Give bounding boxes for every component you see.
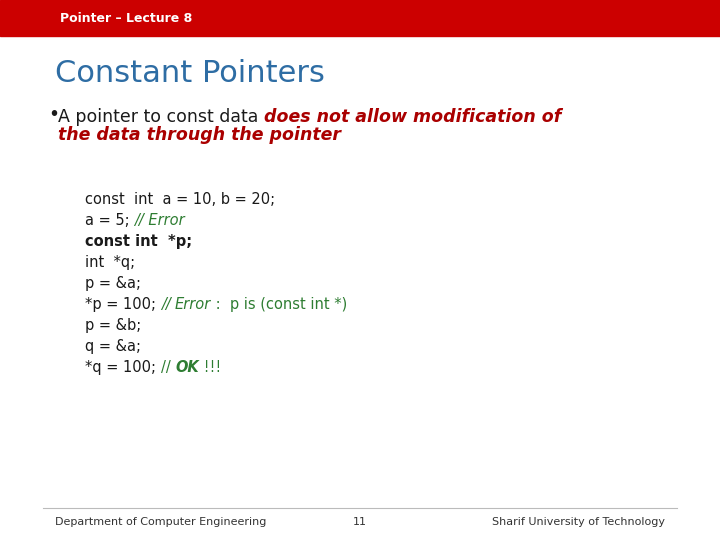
Text: // Error: // Error xyxy=(134,213,185,228)
Text: 11: 11 xyxy=(353,517,367,527)
Text: Pointer – Lecture 8: Pointer – Lecture 8 xyxy=(60,11,192,24)
Text: *p = 100;: *p = 100; xyxy=(85,297,161,312)
Text: const int  *p;: const int *p; xyxy=(85,234,192,249)
Text: the data through the pointer: the data through the pointer xyxy=(58,126,341,144)
Text: *q = 100;: *q = 100; xyxy=(85,360,161,375)
Text: Department of Computer Engineering: Department of Computer Engineering xyxy=(55,517,266,527)
Text: //: // xyxy=(161,360,175,375)
Text: does not allow modification of: does not allow modification of xyxy=(264,108,561,126)
Text: const  int  a = 10, b = 20;: const int a = 10, b = 20; xyxy=(85,192,275,207)
Text: p = &b;: p = &b; xyxy=(85,318,141,333)
Text: :  p is (const int *): : p is (const int *) xyxy=(211,297,348,312)
Text: Error: Error xyxy=(175,297,211,312)
Text: •: • xyxy=(48,105,59,124)
Text: A pointer to const data: A pointer to const data xyxy=(58,108,264,126)
Text: a = 5;: a = 5; xyxy=(85,213,134,228)
Text: OK: OK xyxy=(175,360,199,375)
Text: q = &a;: q = &a; xyxy=(85,339,141,354)
Text: !!!: !!! xyxy=(199,360,221,375)
Text: Sharif University of Technology: Sharif University of Technology xyxy=(492,517,665,527)
Text: int  *q;: int *q; xyxy=(85,255,135,270)
Text: Constant Pointers: Constant Pointers xyxy=(55,59,325,89)
Text: //: // xyxy=(161,297,175,312)
Text: p = &a;: p = &a; xyxy=(85,276,141,291)
Bar xyxy=(0,0,720,36)
